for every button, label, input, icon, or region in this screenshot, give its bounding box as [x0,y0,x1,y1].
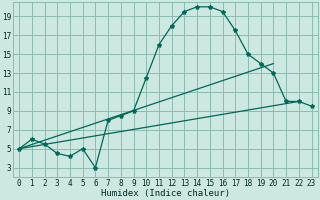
X-axis label: Humidex (Indice chaleur): Humidex (Indice chaleur) [101,189,230,198]
